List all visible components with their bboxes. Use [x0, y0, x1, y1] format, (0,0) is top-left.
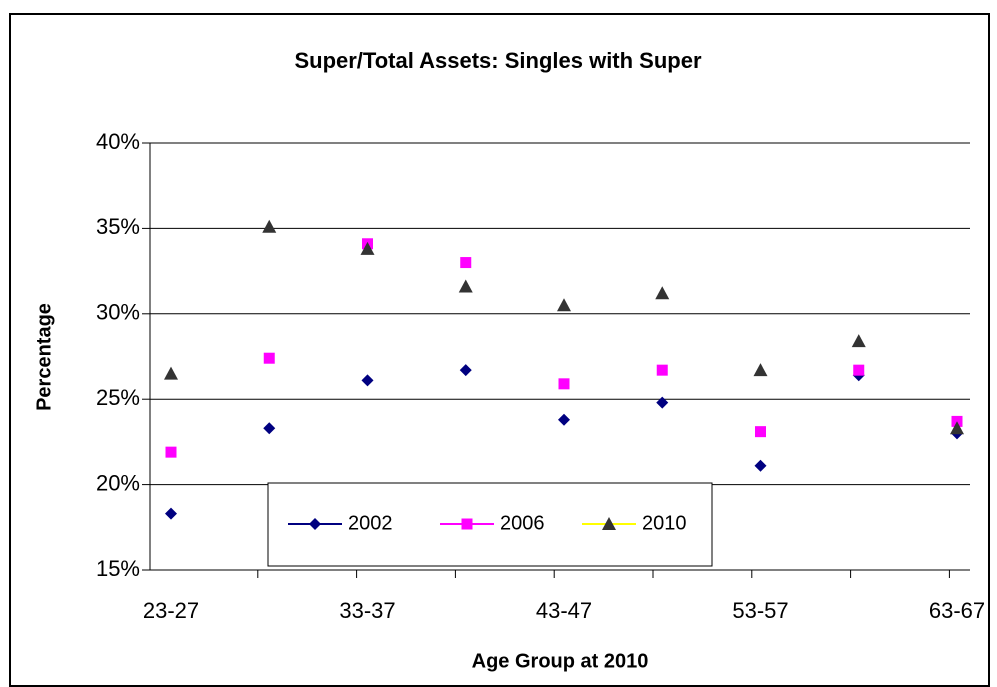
point	[164, 366, 178, 380]
x-tick-label: 63-67	[929, 598, 985, 623]
point	[754, 459, 767, 472]
point	[656, 396, 669, 409]
point	[458, 279, 473, 293]
point	[656, 364, 668, 376]
point	[557, 298, 571, 312]
y-tick-label: 15%	[96, 556, 140, 581]
x-tick-label: 43-47	[536, 598, 592, 623]
point	[262, 219, 277, 233]
x-tick-label: 23-27	[143, 598, 199, 623]
legend-label: 2002	[348, 512, 393, 534]
y-tick-label: 20%	[96, 470, 140, 495]
point	[361, 374, 374, 387]
y-tick-label: 40%	[96, 129, 140, 154]
chart-title: Super/Total Assets: Singles with Super	[294, 48, 702, 73]
point	[655, 286, 670, 300]
point	[165, 507, 177, 520]
y-tick-label: 35%	[96, 214, 140, 239]
point	[263, 422, 276, 435]
point	[753, 363, 768, 377]
x-axis-title: Age Group at 2010	[472, 650, 649, 672]
legend-label: 2006	[500, 512, 545, 534]
chart-border	[9, 13, 990, 687]
x-tick-label: 53-57	[732, 598, 788, 623]
point	[263, 352, 275, 364]
legend-marker	[461, 518, 473, 530]
legend-marker	[309, 518, 321, 530]
point	[851, 334, 866, 348]
point	[558, 413, 570, 426]
legend-marker	[602, 517, 616, 530]
point	[558, 378, 570, 390]
point	[460, 257, 472, 269]
point	[755, 426, 766, 438]
point	[165, 446, 177, 458]
point	[360, 241, 375, 255]
legend-label: 2010	[642, 512, 687, 534]
x-tick-label: 33-37	[339, 598, 395, 623]
y-tick-label: 25%	[96, 385, 140, 410]
point	[459, 364, 472, 377]
y-axis-title: Percentage	[33, 303, 55, 411]
y-tick-label: 30%	[96, 300, 140, 325]
point	[950, 421, 964, 435]
point	[853, 364, 865, 376]
